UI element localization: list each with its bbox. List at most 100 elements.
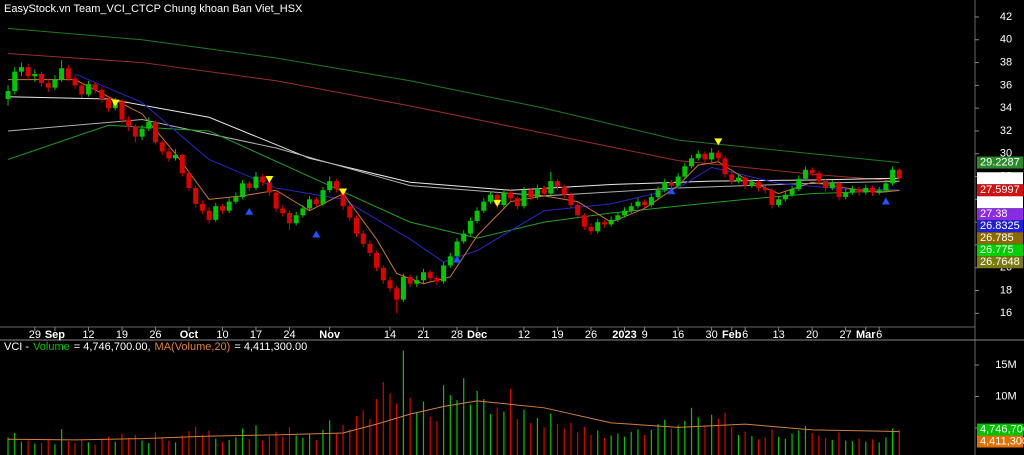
volume-bar <box>295 435 297 455</box>
candle-body <box>5 91 11 100</box>
candle-body <box>206 210 212 220</box>
candle-body <box>883 183 889 191</box>
value-badge <box>977 156 1023 169</box>
candle-body <box>742 177 748 186</box>
volume-bar <box>221 441 224 455</box>
value-badge <box>977 220 1023 233</box>
volume-bar <box>563 428 565 455</box>
volume-bar <box>262 440 264 455</box>
candle-body <box>18 67 24 72</box>
volume-bar <box>134 434 136 455</box>
volume-bar <box>664 419 666 455</box>
legend-part: MA(Volume,20) <box>155 341 231 353</box>
x-tick-label: 26 <box>149 329 161 341</box>
candle-body <box>896 169 902 179</box>
volume-bar <box>201 434 203 455</box>
volume-bar <box>329 420 331 455</box>
candle-body <box>555 181 561 187</box>
value-badge-label: 26.785 <box>980 232 1014 244</box>
candle-body <box>756 182 762 188</box>
volume-bar <box>74 443 76 455</box>
candle-body <box>622 210 628 216</box>
volume-bar <box>20 441 23 455</box>
candle-body <box>387 280 393 289</box>
candle-body <box>675 176 681 186</box>
volume-bar <box>831 439 833 455</box>
value-badge-label: 26.8325 <box>980 220 1020 232</box>
volume-bar <box>422 401 425 455</box>
volume-bar <box>818 435 820 455</box>
volume-bar <box>114 441 116 455</box>
candle-body <box>39 73 45 84</box>
candle-body <box>481 201 487 211</box>
price-panel: 161820222426283032343638404229Sep121926O… <box>5 11 1023 341</box>
y-tick-label: 16 <box>1000 307 1012 319</box>
candle-body <box>467 220 473 234</box>
x-tick-label: 6 <box>876 329 882 341</box>
candle-body <box>72 78 78 86</box>
y-tick-label: 32 <box>1000 125 1012 137</box>
volume-bar <box>476 390 478 455</box>
candle-body <box>340 189 346 207</box>
candle-body <box>735 177 741 182</box>
value-badge <box>977 232 1023 245</box>
volume-bar <box>778 436 780 455</box>
x-tick-label: 12 <box>82 329 94 341</box>
volume-bar <box>603 438 606 455</box>
volume-bar <box>523 409 525 455</box>
x-tick-label: 2023 <box>612 329 636 341</box>
y-tick-label: 18 <box>1000 284 1012 296</box>
candle-body <box>608 219 614 225</box>
legend-part: Volume <box>33 341 70 353</box>
volume-bar <box>804 426 807 455</box>
volume-bar <box>798 430 800 455</box>
x-tick-label: 10 <box>216 329 228 341</box>
candle-body <box>561 186 567 195</box>
candle-body <box>762 187 768 191</box>
chart-title: EasyStock.vn Team_VCI_CTCP Chung khoan B… <box>4 3 303 15</box>
candle-body <box>25 67 31 77</box>
volume-bar <box>885 437 887 455</box>
volume-bar <box>744 431 746 455</box>
volume-bar <box>94 444 96 455</box>
candle-body <box>447 256 453 266</box>
volume-bar <box>617 433 619 455</box>
candle-body <box>320 190 326 204</box>
candle-body <box>588 226 594 232</box>
candle-body <box>601 222 607 225</box>
moving-average-line <box>8 400 900 441</box>
signal-marker <box>881 197 890 205</box>
volume-bar <box>690 407 693 455</box>
value-badge <box>977 172 1023 185</box>
signal-marker <box>453 255 462 263</box>
volume-bar <box>101 438 103 455</box>
volume-bar <box>704 426 706 455</box>
candle-body <box>541 187 547 194</box>
candle-body <box>146 121 152 129</box>
y-tick-label: 42 <box>1000 11 1012 23</box>
signal-marker <box>265 175 274 183</box>
candle-body <box>119 101 125 120</box>
candle-body <box>890 169 896 184</box>
candle-body <box>782 194 788 200</box>
signal-marker <box>312 230 321 238</box>
candle-body <box>829 183 835 188</box>
candle-body <box>548 181 554 194</box>
volume-bar <box>302 438 304 455</box>
signal-marker <box>667 187 676 195</box>
volume-bar <box>898 429 900 455</box>
x-tick-label: 14 <box>384 329 396 341</box>
value-badge <box>977 196 1023 209</box>
candle-body <box>434 277 440 282</box>
candle-body <box>427 272 433 278</box>
x-tick-label: 20 <box>806 329 818 341</box>
value-badge <box>977 423 1023 436</box>
volume-bar <box>349 429 351 455</box>
x-tick-label: 21 <box>417 329 429 341</box>
candle-body <box>729 174 735 182</box>
candle-body <box>79 85 85 95</box>
candle-body <box>796 178 802 190</box>
candle-body <box>836 183 842 198</box>
candle-body <box>65 68 71 79</box>
